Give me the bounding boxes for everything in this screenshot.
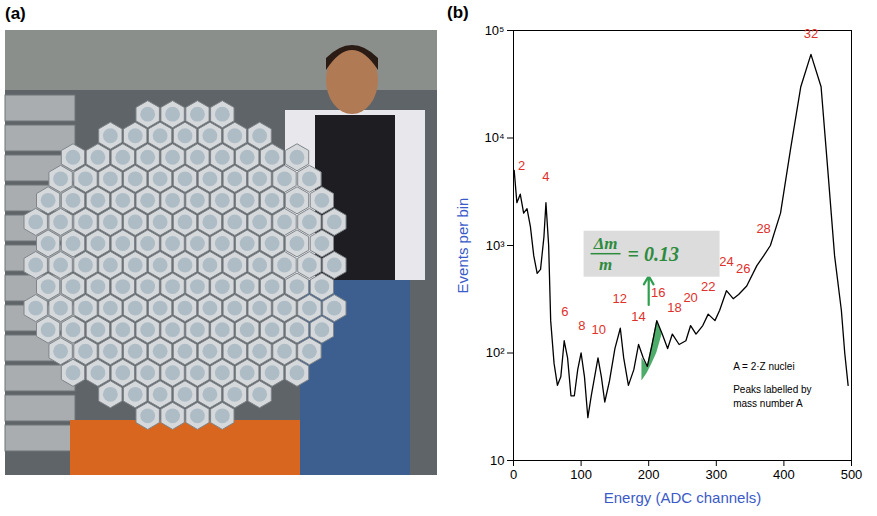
svg-text:100: 100 <box>570 467 592 482</box>
svg-text:= 0.13: = 0.13 <box>628 243 679 265</box>
svg-text:4: 4 <box>542 169 549 184</box>
svg-text:(a): (a) <box>5 4 26 23</box>
svg-text:10²: 10² <box>486 345 505 360</box>
svg-text:400: 400 <box>773 467 795 482</box>
svg-text:22: 22 <box>701 279 715 294</box>
svg-text:6: 6 <box>561 304 568 319</box>
svg-text:12: 12 <box>612 291 626 306</box>
svg-text:A = 2·Z nuclei: A = 2·Z nuclei <box>733 361 794 372</box>
svg-text:0: 0 <box>510 467 517 482</box>
html-text:(b): (b) <box>447 3 469 22</box>
svg-text:300: 300 <box>705 467 727 482</box>
svg-text:10⁴: 10⁴ <box>484 130 504 145</box>
svg-text:200: 200 <box>638 467 660 482</box>
svg-text:Events per bin: Events per bin <box>454 198 471 294</box>
svg-text:2: 2 <box>518 158 525 173</box>
svg-text:28: 28 <box>756 221 770 236</box>
svg-text:16: 16 <box>651 285 665 300</box>
svg-text:20: 20 <box>683 290 697 305</box>
svg-text:Δm: Δm <box>593 234 618 253</box>
svg-text:10: 10 <box>591 322 605 337</box>
svg-text:24: 24 <box>719 254 733 269</box>
svg-text:18: 18 <box>667 300 681 315</box>
svg-text:8: 8 <box>578 318 585 333</box>
svg-text:26: 26 <box>736 261 750 276</box>
svg-text:10: 10 <box>490 453 504 468</box>
svg-text:mass number A: mass number A <box>733 398 803 409</box>
svg-text:32: 32 <box>804 26 818 41</box>
svg-text:500: 500 <box>841 467 863 482</box>
svg-text:14: 14 <box>631 309 645 324</box>
svg-text:Energy (ADC channels): Energy (ADC channels) <box>604 489 762 506</box>
svg-text:m: m <box>599 255 612 274</box>
svg-text:10³: 10³ <box>486 238 505 253</box>
svg-text:10⁵: 10⁵ <box>485 23 505 38</box>
svg-text:Peaks labelled by: Peaks labelled by <box>733 384 811 395</box>
